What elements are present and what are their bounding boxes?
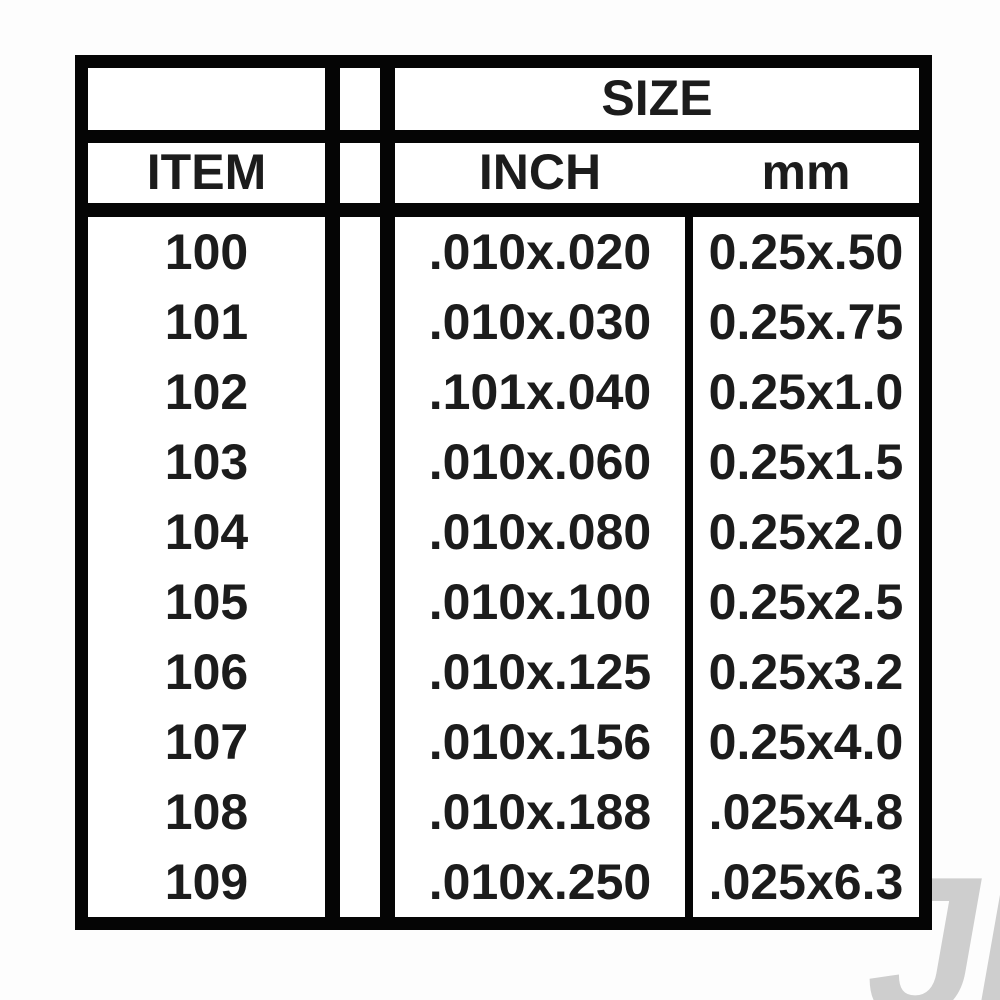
table-content: SIZE ITEM INCH mm 100 .010x.020 0.25x.50… xyxy=(88,68,919,917)
mm-cell: 0.25x2.0 xyxy=(708,504,904,560)
table-row: 102 .101x.040 0.25x1.0 xyxy=(88,357,919,427)
inch-cell: .010x.020 xyxy=(428,224,652,280)
inch-cell: .010x.100 xyxy=(428,574,652,630)
mm-cell: 0.25x4.0 xyxy=(708,714,904,770)
mm-column-header: mm xyxy=(761,144,851,200)
item-cell: 109 xyxy=(164,854,249,910)
item-cell: 100 xyxy=(164,224,249,280)
table-row: 107 .010x.156 0.25x4.0 xyxy=(88,707,919,777)
table-row: 106 .010x.125 0.25x3.2 xyxy=(88,637,919,707)
item-size-separator-line-left xyxy=(325,68,340,917)
table-row: 105 .010x.100 0.25x2.5 xyxy=(88,567,919,637)
table-body: 100 .010x.020 0.25x.50 101 .010x.030 0.2… xyxy=(88,217,919,917)
table-row: 109 .010x.250 .025x6.3 xyxy=(88,847,919,917)
table-row: 108 .010x.188 .025x4.8 xyxy=(88,777,919,847)
inch-cell: .010x.156 xyxy=(428,714,652,770)
item-cell: 104 xyxy=(164,504,249,560)
item-cell: 107 xyxy=(164,714,249,770)
inch-column-header: INCH xyxy=(478,144,602,200)
table-row: 104 .010x.080 0.25x2.0 xyxy=(88,497,919,567)
mm-cell: .025x4.8 xyxy=(708,784,904,840)
mm-cell: 0.25x1.0 xyxy=(708,364,904,420)
item-cell: 102 xyxy=(164,364,249,420)
mm-cell: 0.25x.50 xyxy=(708,224,904,280)
size-header-underline xyxy=(88,130,919,143)
item-size-separator-line-right xyxy=(380,68,395,917)
inch-cell: .010x.250 xyxy=(428,854,652,910)
item-cell: 101 xyxy=(164,294,249,350)
item-cell: 103 xyxy=(164,434,249,490)
item-column-header: ITEM xyxy=(146,144,267,200)
item-cell: 106 xyxy=(164,644,249,700)
size-column-group-header: SIZE xyxy=(601,70,713,126)
mm-cell: 0.25x3.2 xyxy=(708,644,904,700)
mm-cell: 0.25x.75 xyxy=(708,294,904,350)
item-cell: 108 xyxy=(164,784,249,840)
column-header-underline xyxy=(88,203,919,217)
inch-cell: .010x.030 xyxy=(428,294,652,350)
table-row: 101 .010x.030 0.25x.75 xyxy=(88,287,919,357)
mm-cell: 0.25x1.5 xyxy=(708,434,904,490)
table-row: 103 .010x.060 0.25x1.5 xyxy=(88,427,919,497)
item-cell: 105 xyxy=(164,574,249,630)
inch-cell: .010x.080 xyxy=(428,504,652,560)
inch-mm-divider-line xyxy=(685,217,693,917)
table-row: 100 .010x.020 0.25x.50 xyxy=(88,217,919,287)
inch-cell: .010x.188 xyxy=(428,784,652,840)
mm-cell: 0.25x2.5 xyxy=(708,574,904,630)
mm-cell: .025x6.3 xyxy=(708,854,904,910)
size-spec-table: SIZE ITEM INCH mm 100 .010x.020 0.25x.50… xyxy=(75,55,932,930)
inch-cell: .101x.040 xyxy=(428,364,652,420)
inch-cell: .010x.060 xyxy=(428,434,652,490)
inch-cell: .010x.125 xyxy=(428,644,652,700)
